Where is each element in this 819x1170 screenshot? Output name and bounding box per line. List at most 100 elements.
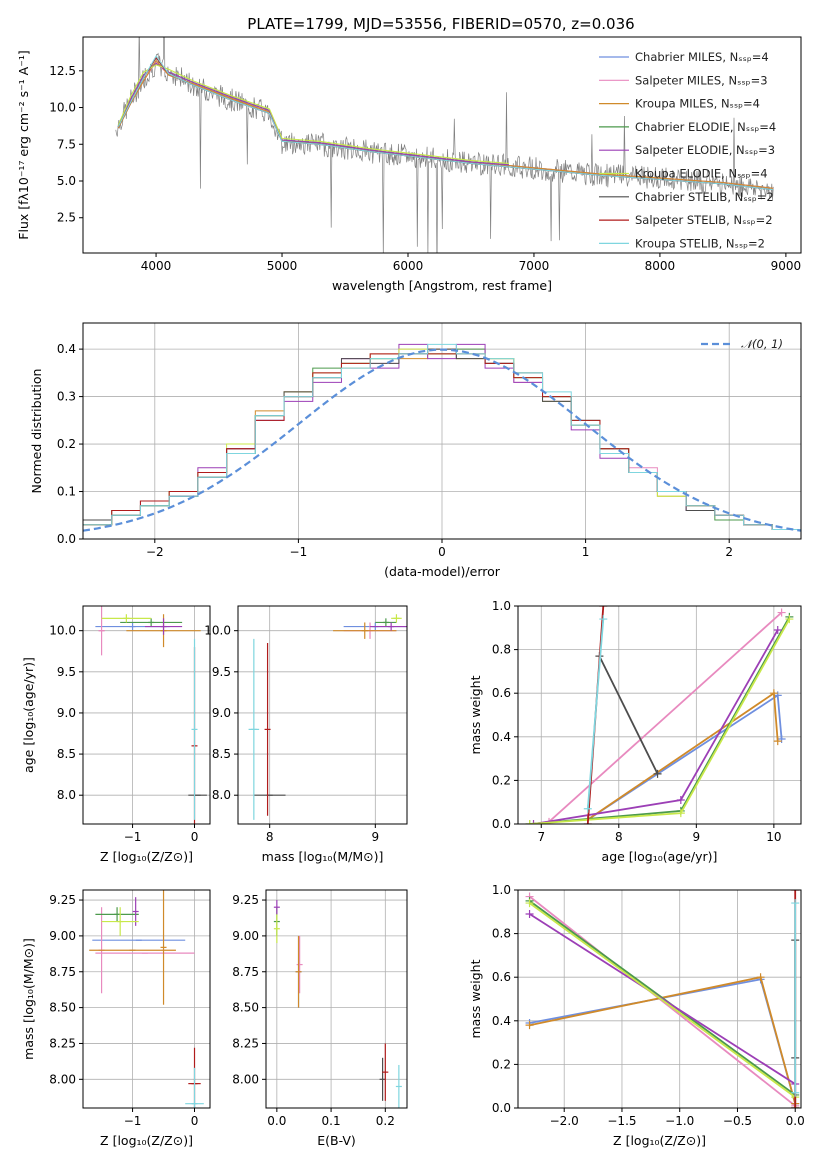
data-point-marker xyxy=(791,1104,800,1108)
legend-label: Chabrier STELIB, Nₛₛₚ=2 xyxy=(635,190,774,204)
y-tick-label: 0.6 xyxy=(492,686,511,700)
y-tick-label: 9.5 xyxy=(57,665,76,679)
data-point-marker xyxy=(583,820,592,824)
y-tick-label: 0.8 xyxy=(492,927,511,941)
legend-label: Chabrier ELODIE, Nₛₛₚ=4 xyxy=(635,120,776,134)
data-point-marker xyxy=(525,899,534,908)
axes-frame xyxy=(517,889,802,1109)
y-tick-label: 8.5 xyxy=(57,747,76,761)
x-tick-label: −2 xyxy=(146,545,164,559)
weight-line xyxy=(529,976,797,1104)
y-tick-label: 8.0 xyxy=(212,788,231,802)
y-tick-label: 8.75 xyxy=(49,965,76,979)
data-point-marker xyxy=(777,608,786,617)
data-point-marker xyxy=(599,606,608,610)
x-tick-label: 7000 xyxy=(519,259,550,273)
x-tick-label: 8 xyxy=(615,830,623,844)
panel-spectrum: Chabrier MILES, Nₛₛₚ=4 Salpeter MILES, Nₛ… xyxy=(16,36,802,293)
y-tick-label: 0.4 xyxy=(492,730,511,744)
x-tick-label: 8000 xyxy=(645,259,676,273)
data-point-marker xyxy=(525,1021,534,1030)
x-tick-label: −0.5 xyxy=(723,1114,752,1128)
plot-area xyxy=(525,606,794,824)
weight-line xyxy=(586,619,605,809)
x-axis-label: wavelength [Angstrom, rest frame] xyxy=(332,278,552,293)
x-axis-label: Z [log₁₀(Z/Z⊙)] xyxy=(100,849,193,864)
x-tick-label: −1.0 xyxy=(665,1114,694,1128)
weight-line xyxy=(587,691,779,821)
panel-mass-vs-EBV: 0.0 0.1 0.2 8.00 8.25 8.50 8.75 9.00 9.25 E(B-V) xyxy=(232,889,408,1148)
x-tick-label: 4000 xyxy=(141,259,172,273)
y-tick-label: 8.25 xyxy=(49,1036,76,1050)
x-tick-label: 6000 xyxy=(393,259,424,273)
x-axis-label: Z [log₁₀(Z/Z⊙)] xyxy=(613,1133,706,1148)
y-tick-label: 8.50 xyxy=(49,1001,76,1015)
plot-area xyxy=(115,37,774,253)
data-point-marker xyxy=(529,820,538,824)
y-tick-label: 0.6 xyxy=(492,970,511,984)
x-tick-label: 5000 xyxy=(267,259,298,273)
x-axis-label: age [log₁₀(age/yr)] xyxy=(602,849,718,864)
model-spectrum-line xyxy=(117,55,774,191)
plot-area xyxy=(89,890,204,1108)
data-point-marker xyxy=(785,615,794,624)
x-tick-label: 2 xyxy=(725,545,733,559)
y-axis-label: mass [log₁₀(M/M⊙)] xyxy=(21,938,36,1060)
data-point-marker xyxy=(773,737,782,746)
x-tick-label: 0 xyxy=(191,830,199,844)
data-point-marker xyxy=(525,820,534,824)
data-point-marker xyxy=(791,890,800,894)
y-tick-label: 5.0 xyxy=(57,174,76,188)
y-tick-label: 7.5 xyxy=(57,137,76,151)
weight-line xyxy=(598,655,659,775)
legend-label: Kroupa MILES, Nₛₛₚ=4 xyxy=(635,97,760,111)
axes-frame xyxy=(237,605,408,825)
data-point-marker xyxy=(777,734,786,743)
weight-line xyxy=(529,913,797,1108)
y-tick-label: 9.25 xyxy=(232,893,259,907)
panel-age-vs-Z: −1 0 8.0 8.5 9.0 9.5 10.0 Z [log₁₀(Z/Z⊙)] age [l… xyxy=(21,605,211,864)
y-tick-label: 8.50 xyxy=(232,1001,259,1015)
plot-area xyxy=(273,900,402,1108)
data-point-marker xyxy=(525,909,534,918)
y-tick-label: 0.3 xyxy=(57,390,76,404)
figure-title: PLATE=1799, MJD=53556, FIBERID=0570, z=0… xyxy=(247,15,634,33)
y-tick-label: 8.75 xyxy=(232,965,259,979)
x-axis-label: Z [log₁₀(Z/Z⊙)] xyxy=(100,1133,193,1148)
y-axis-label: mass weight xyxy=(468,675,483,754)
x-tick-label: −1 xyxy=(124,1114,142,1128)
x-axis-label: E(B-V) xyxy=(317,1133,356,1148)
y-tick-label: 10.0 xyxy=(49,624,76,638)
y-tick-label: 1.0 xyxy=(492,883,511,897)
axes-frame xyxy=(82,605,211,825)
y-tick-label: 0.2 xyxy=(492,1057,511,1071)
x-tick-label: −1.5 xyxy=(607,1114,636,1128)
data-point-marker xyxy=(676,809,685,818)
legend-label: Salpeter MILES, Nₛₛₚ=3 xyxy=(635,73,768,87)
x-tick-label: 9000 xyxy=(771,259,802,273)
data-point-marker xyxy=(769,689,778,698)
data-point-marker xyxy=(791,899,800,908)
panel-mass-weight-vs-Z: −2.0 −1.5 −1.0 −0.5 0.0 0.0 0.2 0.4 0.6 0.8 1.0 Z [… xyxy=(468,883,805,1148)
y-tick-label: 0.0 xyxy=(492,1101,511,1115)
y-tick-label: 1.0 xyxy=(492,599,511,613)
y-tick-label: 12.5 xyxy=(49,64,76,78)
weight-line xyxy=(529,616,791,824)
plot-area xyxy=(83,343,801,539)
plot-area xyxy=(95,606,207,824)
legend: Chabrier MILES, Nₛₛₚ=4 Salpeter MILES, Nₛ… xyxy=(599,50,776,250)
legend-label: Salpeter STELIB, Nₛₛₚ=2 xyxy=(635,213,773,227)
x-tick-label: 7 xyxy=(537,830,545,844)
y-tick-label: 0.2 xyxy=(492,773,511,787)
histogram-step xyxy=(83,343,801,539)
y-axis-label: Flux [fλ10⁻¹⁷ erg cm⁻² s⁻¹ A⁻¹] xyxy=(16,50,31,239)
y-axis-label: mass weight xyxy=(468,959,483,1038)
y-tick-label: 10.0 xyxy=(49,101,76,115)
data-point-marker xyxy=(791,1088,800,1097)
data-point-marker xyxy=(653,769,662,778)
observed-spectrum-line xyxy=(115,37,774,253)
normal-curve xyxy=(83,348,801,532)
x-tick-label: −1 xyxy=(124,830,142,844)
weight-line xyxy=(548,611,783,823)
